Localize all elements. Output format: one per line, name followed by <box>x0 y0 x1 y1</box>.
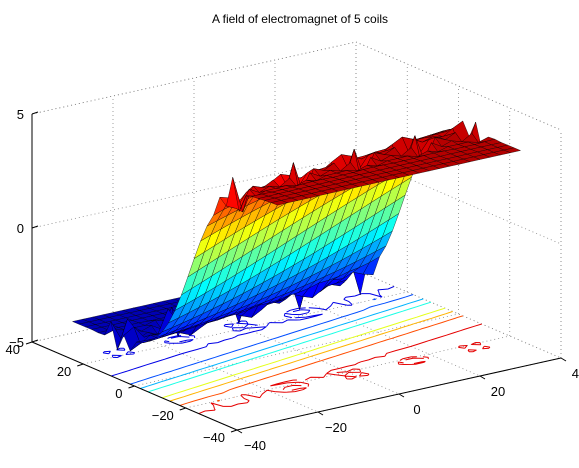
contour-line <box>161 307 446 399</box>
surface-patch <box>270 200 289 206</box>
contour-line <box>147 301 432 393</box>
y-tick <box>317 411 324 416</box>
y-tick-label: 40 <box>572 366 579 381</box>
y-tick <box>479 375 486 380</box>
contour-line <box>198 323 491 415</box>
y-tick <box>398 393 405 398</box>
y-tick-label: −40 <box>244 438 266 453</box>
axes-layer <box>25 111 567 434</box>
contour-line <box>102 285 395 377</box>
grid-line <box>31 41 357 115</box>
surface-layer <box>71 120 522 352</box>
y-tick <box>560 357 567 362</box>
contour-line <box>140 298 424 389</box>
z-tick-label: −5 <box>9 335 24 350</box>
grid-line <box>134 313 459 387</box>
contour-line <box>130 294 414 385</box>
z-tick-label: 5 <box>17 107 24 122</box>
x-tick-label: 40 <box>6 342 20 357</box>
grid-line <box>31 155 357 229</box>
x-tick <box>77 363 84 367</box>
y-tick-label: −20 <box>325 420 347 435</box>
contour-line <box>169 311 453 402</box>
y-tick <box>236 429 243 434</box>
x-tick <box>179 407 186 411</box>
z-tick <box>31 225 39 229</box>
x-tick <box>128 385 135 389</box>
y-tick-label: 20 <box>491 384 505 399</box>
grid-line <box>185 335 510 409</box>
x-tick-label: 20 <box>57 364 71 379</box>
contour-layer <box>102 285 491 415</box>
x-tick <box>25 341 33 345</box>
z-tick <box>31 111 39 115</box>
label-layer: A field of electromagnet of 5 coils 5 0 … <box>6 12 579 453</box>
grid-line <box>83 291 408 365</box>
y-tick-label: 0 <box>413 402 420 417</box>
x-tick-label: 0 <box>115 386 122 401</box>
z-tick <box>31 339 39 343</box>
x-tick-label: −20 <box>152 408 174 423</box>
chart-title: A field of electromagnet of 5 coils <box>212 12 388 26</box>
z-tick-label: 0 <box>17 221 24 236</box>
x-tick <box>230 429 238 433</box>
contour-line <box>179 315 463 406</box>
x-tick-label: −40 <box>203 430 225 445</box>
